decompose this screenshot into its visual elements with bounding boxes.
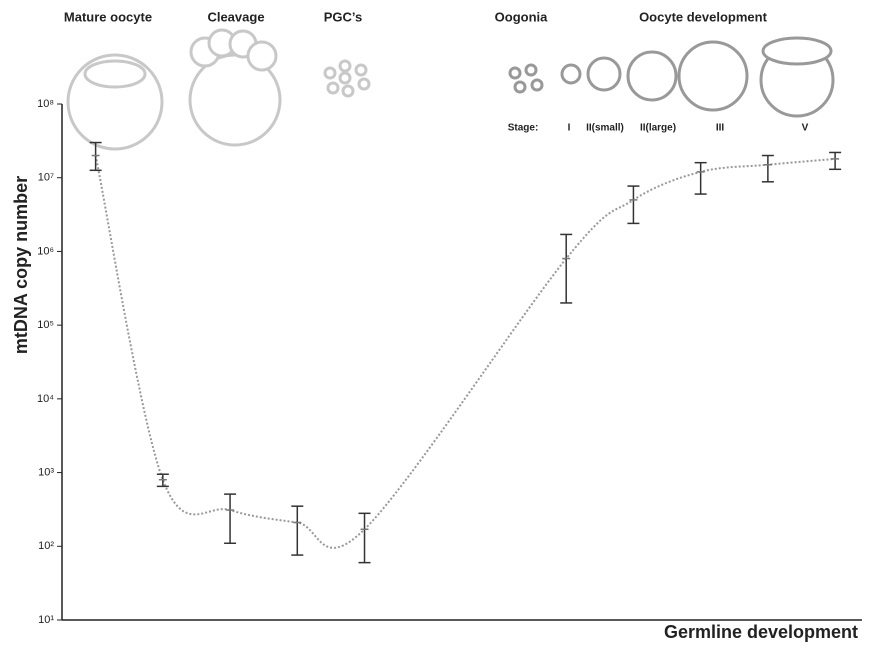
- stage-title: Mature oocyte: [64, 9, 152, 24]
- stage-title: Oocyte development: [639, 9, 768, 24]
- y-tick-label: 10¹: [38, 614, 54, 626]
- x-axis-label: Germline development: [664, 622, 858, 642]
- y-axis-label: mtDNA copy number: [11, 176, 31, 354]
- stage-name: V: [802, 123, 809, 134]
- stage-name: II(small): [586, 123, 624, 134]
- y-tick-label: 10⁷: [38, 172, 54, 184]
- chart: Mature oocyte Cleavage PGC’s Oogonia Ooc…: [0, 0, 872, 644]
- error-bar: [762, 156, 774, 182]
- error-bar: [627, 186, 639, 223]
- error-bar: [560, 234, 572, 303]
- y-tick-label: 10⁵: [37, 319, 54, 331]
- stage-title: PGC’s: [324, 9, 363, 24]
- stage-name: II(large): [640, 123, 676, 134]
- error-bar: [359, 513, 371, 562]
- y-tick-label: 10²: [38, 540, 54, 552]
- trend-line: [96, 156, 835, 548]
- y-tick-label: 10⁶: [37, 245, 54, 257]
- error-bar: [291, 506, 303, 555]
- y-tick-label: 10⁴: [37, 393, 54, 405]
- y-tick-label: 10³: [38, 466, 54, 478]
- stage-title: Oogonia: [495, 9, 548, 24]
- stage-title: Cleavage: [207, 9, 264, 24]
- error-bar: [224, 494, 236, 543]
- error-bar: [829, 152, 841, 169]
- stage-name: I: [568, 123, 571, 134]
- error-bar: [695, 163, 707, 194]
- stage-label: Stage:: [508, 123, 539, 134]
- y-tick-label: 10⁸: [37, 98, 54, 110]
- stage-name: III: [716, 123, 725, 134]
